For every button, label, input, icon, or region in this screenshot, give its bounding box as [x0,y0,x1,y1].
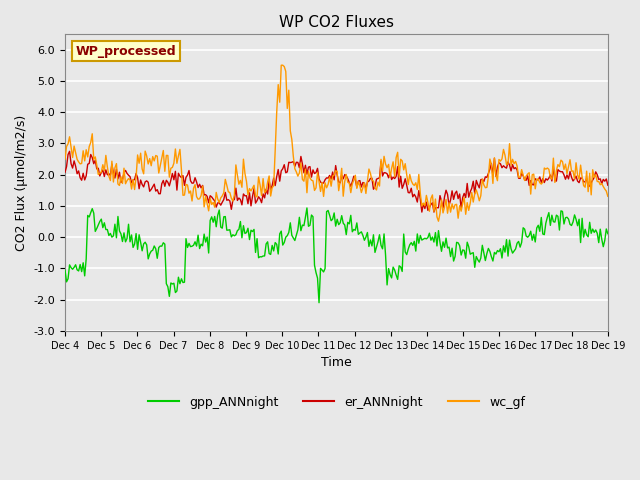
Y-axis label: CO2 Flux (μmol/m2/s): CO2 Flux (μmol/m2/s) [15,114,28,251]
X-axis label: Time: Time [321,356,352,369]
Text: WP_processed: WP_processed [76,45,177,58]
Legend: gpp_ANNnight, er_ANNnight, wc_gf: gpp_ANNnight, er_ANNnight, wc_gf [143,391,530,413]
Title: WP CO2 Fluxes: WP CO2 Fluxes [279,15,394,30]
